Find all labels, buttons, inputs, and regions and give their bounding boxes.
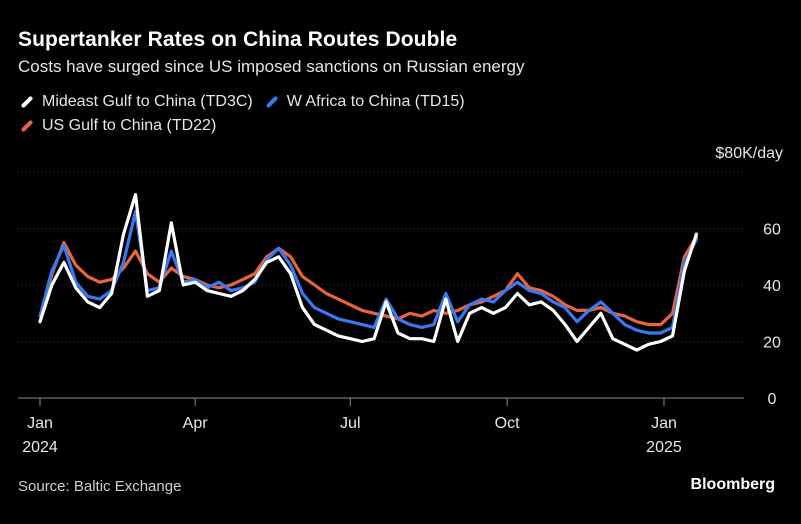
legend-item-td22: US Gulf to China (TD22) bbox=[18, 117, 216, 135]
legend-item-td3c: Mideast Gulf to China (TD3C) bbox=[18, 93, 253, 111]
chart-title: Supertanker Rates on China Routes Double bbox=[18, 28, 458, 51]
chart-subtitle: Costs have surged since US imposed sanct… bbox=[18, 57, 525, 76]
y-tick-label: 0 bbox=[768, 391, 777, 408]
legend-item-td15: W Africa to China (TD15) bbox=[263, 93, 465, 111]
legend-row-2: US Gulf to China (TD22) bbox=[18, 114, 475, 138]
x-tick-label: Jul bbox=[340, 415, 360, 432]
y-tick-label: 20 bbox=[763, 335, 781, 352]
x-tick-year-label: 2024 bbox=[22, 439, 58, 456]
y-tick-label: 40 bbox=[763, 278, 781, 295]
legend-label-td15: W Africa to China (TD15) bbox=[286, 93, 465, 110]
x-tick-year-label: 2025 bbox=[646, 439, 682, 456]
legend-label-td3c: Mideast Gulf to China (TD3C) bbox=[42, 93, 253, 110]
legend-label-td22: US Gulf to China (TD22) bbox=[42, 117, 217, 134]
legend: Mideast Gulf to China (TD3C) W Africa to… bbox=[18, 90, 475, 138]
y-axis-unit-label: $80K/day bbox=[715, 145, 783, 162]
y-tick-label: 60 bbox=[763, 222, 781, 239]
series-line-w-africa-to-china-td15- bbox=[38, 210, 698, 335]
bloomberg-logo: Bloomberg bbox=[690, 476, 775, 493]
x-tick-label: Jan bbox=[27, 415, 53, 432]
x-tick-label: Apr bbox=[183, 415, 209, 432]
legend-row-1: Mideast Gulf to China (TD3C) W Africa to… bbox=[18, 90, 475, 114]
x-tick-label: Jan bbox=[651, 415, 677, 432]
series-line-mideast-gulf-to-china-td3c- bbox=[38, 193, 698, 352]
series-line-us-gulf-to-china-td22- bbox=[38, 235, 698, 327]
x-tick-label: Oct bbox=[495, 415, 520, 432]
source-note: Source: Baltic Exchange bbox=[18, 478, 182, 495]
